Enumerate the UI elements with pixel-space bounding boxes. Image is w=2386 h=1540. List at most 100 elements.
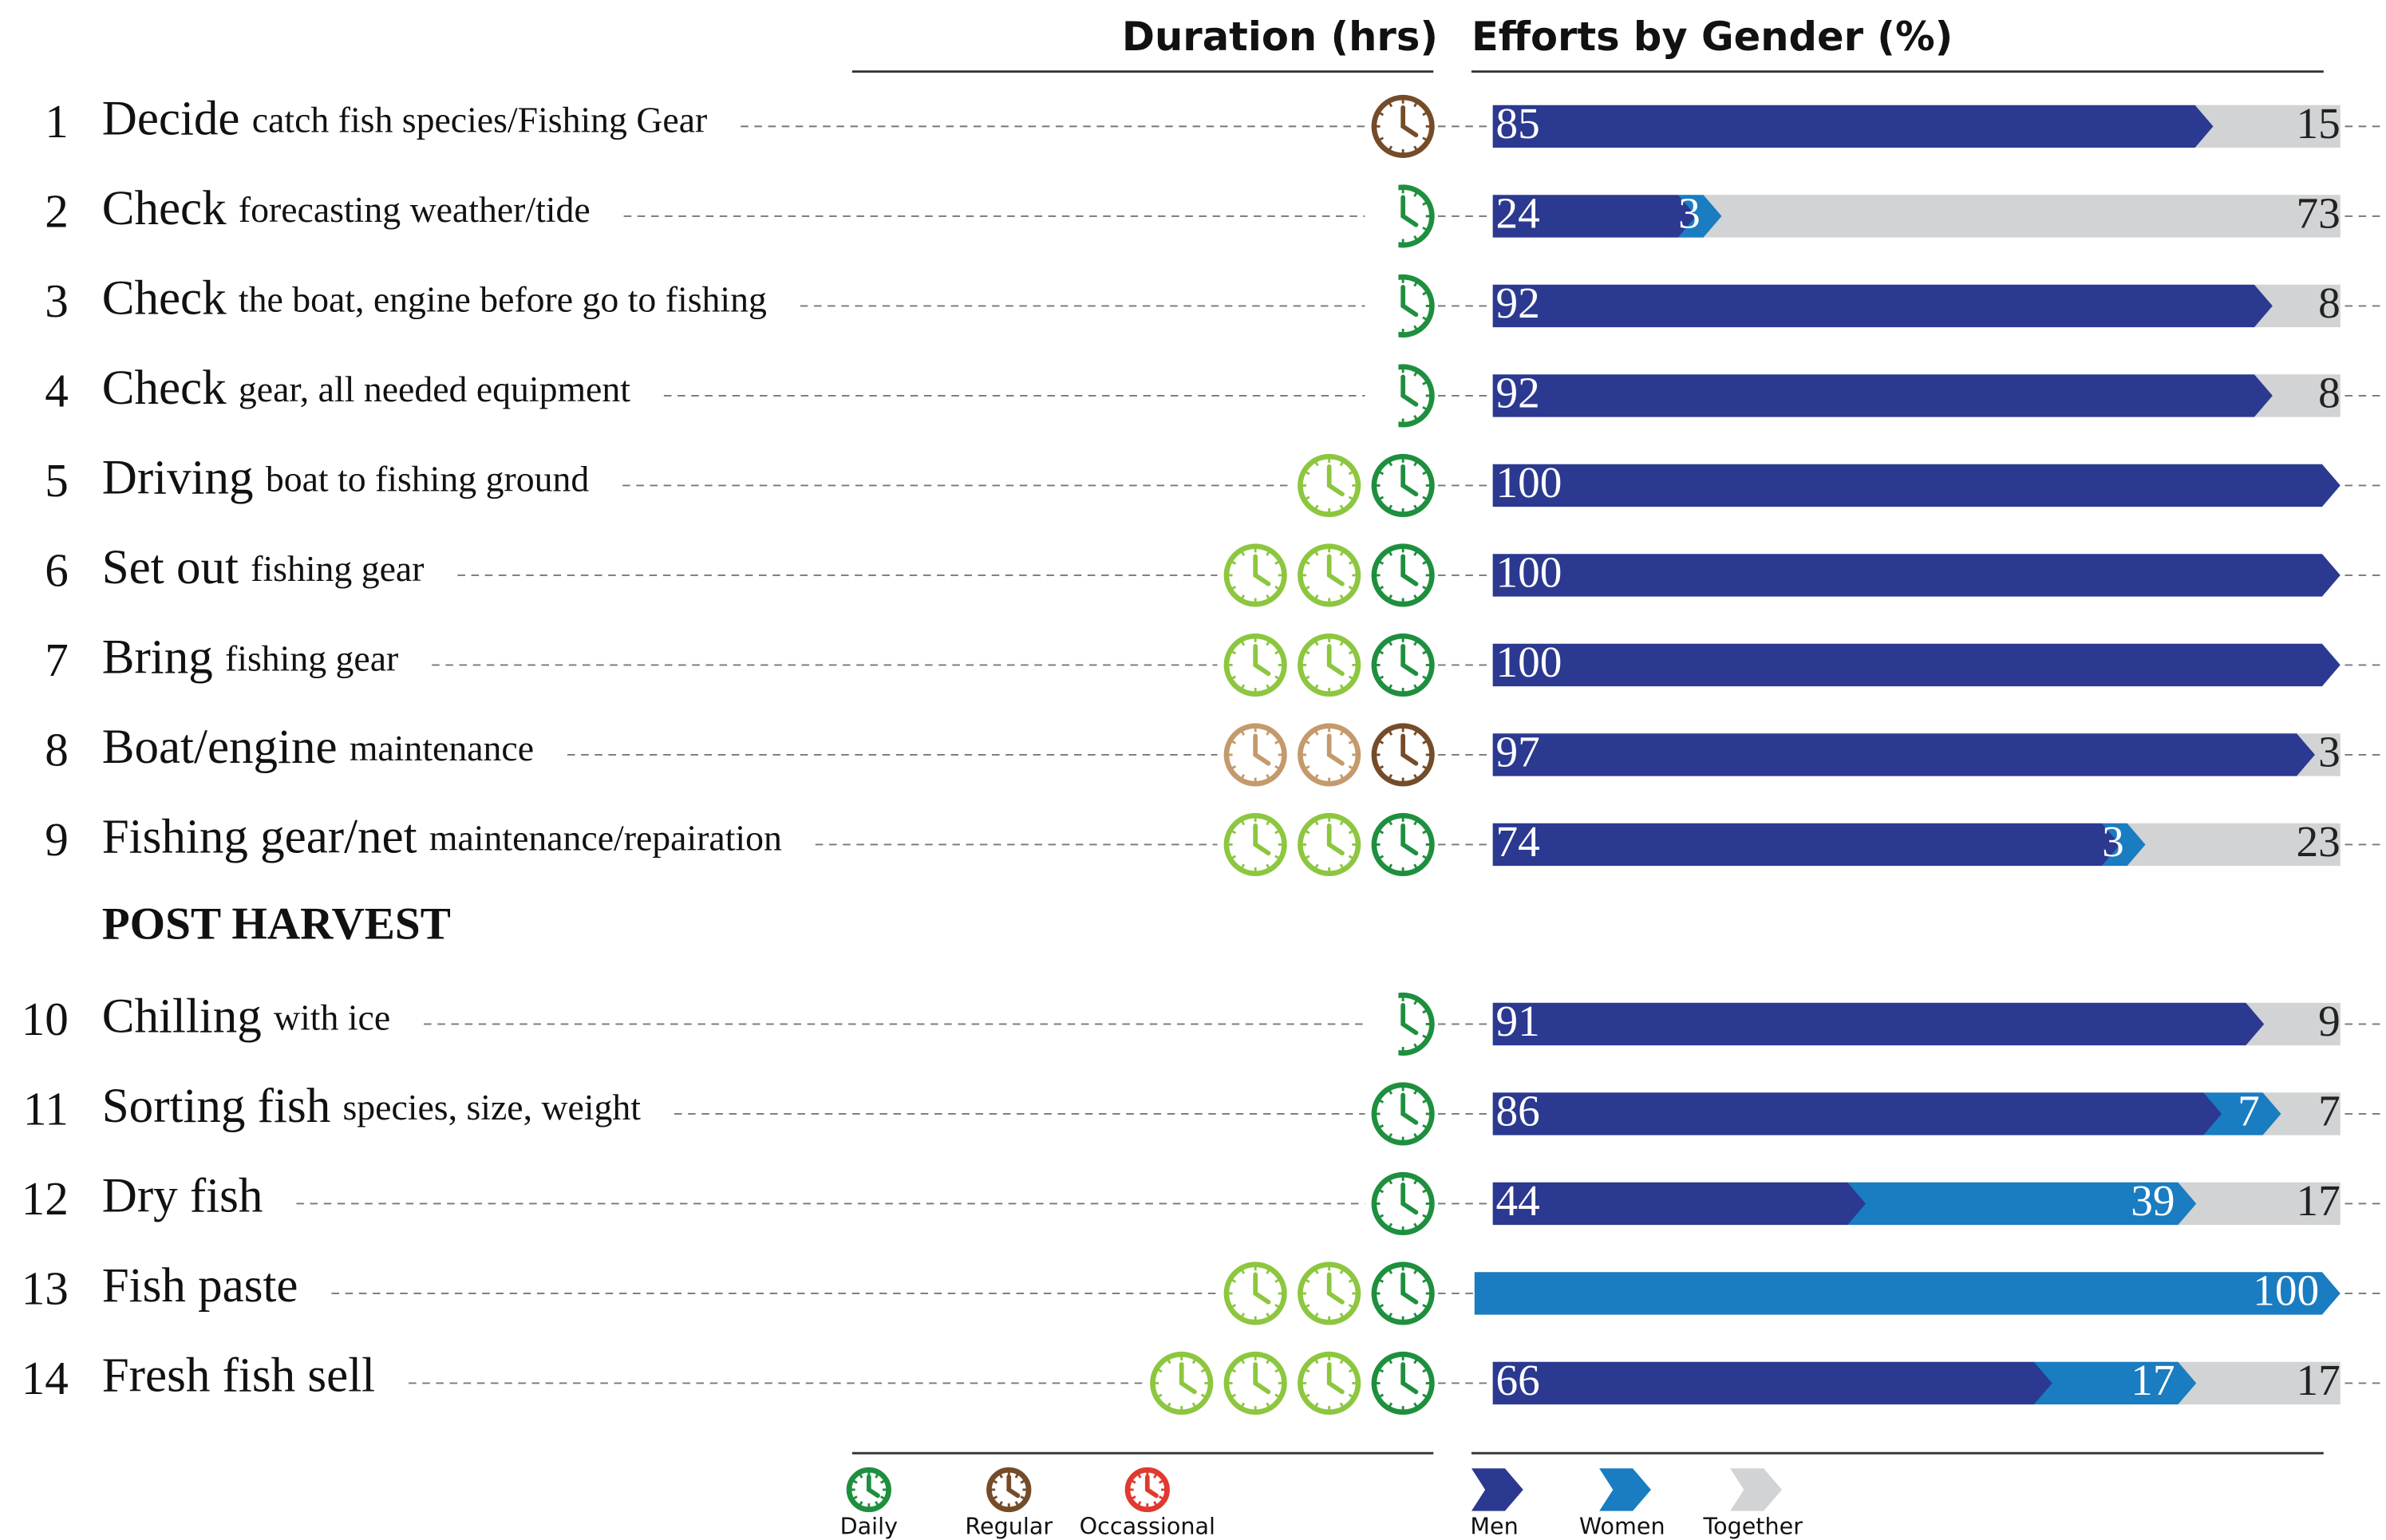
clock-tick xyxy=(1379,407,1383,409)
clock-tick xyxy=(1231,830,1237,835)
clock-tick xyxy=(1422,316,1428,321)
clock-tick xyxy=(1378,560,1385,565)
clock-tick xyxy=(1413,1402,1418,1408)
clock-tick xyxy=(1422,226,1428,231)
clock-tick xyxy=(1314,1402,1319,1408)
clock-tick xyxy=(1339,819,1345,826)
clock-tick xyxy=(1422,405,1428,411)
clock-tick xyxy=(1157,1393,1163,1398)
clock-tick xyxy=(852,1495,858,1500)
clock-tick xyxy=(1378,675,1385,680)
clock-tick xyxy=(1378,855,1385,859)
value-label: 74 xyxy=(1495,817,1539,866)
clock-tick xyxy=(1388,863,1393,869)
clock-tick xyxy=(1388,1089,1393,1095)
row-label: Boat/engine maintenance xyxy=(102,721,534,774)
clock-tick xyxy=(1240,594,1246,600)
clock-tick xyxy=(1413,1359,1418,1364)
clock-face xyxy=(1398,364,1435,428)
clock-tick xyxy=(1378,111,1385,116)
value-label: 92 xyxy=(1495,369,1539,417)
row-label: Fish paste xyxy=(102,1259,298,1313)
row-number: 9 xyxy=(45,813,69,866)
clock-tick xyxy=(1348,496,1354,500)
clock-hands xyxy=(1326,733,1345,766)
clock-hands xyxy=(1326,1272,1345,1305)
clock-tick xyxy=(1314,863,1319,869)
clock-tick xyxy=(1413,460,1418,467)
clock-tick xyxy=(1388,1179,1393,1185)
duration-clocks xyxy=(1371,1171,1435,1236)
clock-tick xyxy=(1158,1479,1164,1484)
bar-segment xyxy=(2194,105,2341,148)
value-label: 97 xyxy=(1495,728,1539,776)
clock-hands xyxy=(1326,1362,1345,1395)
clock-tick xyxy=(852,1479,858,1484)
clock-tick xyxy=(859,1473,863,1479)
clock-tick xyxy=(1274,1278,1280,1283)
clock-part xyxy=(1398,184,1435,248)
clock-tick xyxy=(1314,594,1319,600)
clock-tick xyxy=(1422,1009,1428,1014)
clock-tick xyxy=(1305,496,1310,500)
clock-tick xyxy=(1137,1473,1142,1479)
row-number: 12 xyxy=(22,1172,69,1225)
clock-tick xyxy=(859,1501,863,1506)
clock-tick xyxy=(1305,560,1310,565)
clock-tick xyxy=(1413,730,1418,736)
task-detail: fishing gear xyxy=(225,638,398,678)
clock-tick xyxy=(1131,1479,1136,1484)
clock-tick xyxy=(1422,136,1428,141)
clock-tick xyxy=(1348,585,1354,590)
clock-hands xyxy=(1253,644,1271,677)
clock-tick xyxy=(1348,471,1354,476)
clock-tick xyxy=(1339,594,1345,600)
bar-segment xyxy=(1492,554,2341,597)
duration-clocks xyxy=(1223,1262,1435,1325)
task-detail: catch fish species/Fishing Gear xyxy=(252,99,707,140)
task-name: Fishing gear/net xyxy=(102,811,417,864)
bar-segment xyxy=(1703,195,2341,238)
clock-tick xyxy=(1388,1313,1393,1318)
clock-tick xyxy=(1413,145,1418,151)
clock-tick xyxy=(992,1479,998,1484)
clock-tick xyxy=(1413,1179,1418,1185)
clock-tick xyxy=(1378,1214,1385,1218)
clock-tick xyxy=(1422,496,1428,500)
clock-tick xyxy=(1348,650,1354,655)
clock-tick xyxy=(1200,1393,1207,1398)
clock-part xyxy=(1379,364,1435,428)
clock-tick xyxy=(1240,819,1246,826)
clock-tick xyxy=(998,1473,1003,1479)
value-label: 92 xyxy=(1495,278,1539,327)
value-label: 85 xyxy=(1495,99,1539,148)
clock-tick xyxy=(1266,863,1270,869)
clock-tick xyxy=(1388,1402,1393,1408)
clock-tick xyxy=(1379,1036,1383,1038)
clock-tick xyxy=(1388,460,1393,467)
clock-tick xyxy=(1422,1034,1428,1039)
legend-label: Together xyxy=(1702,1513,1803,1540)
clock-tick xyxy=(1314,640,1319,646)
clock-tick xyxy=(1413,371,1418,377)
task-name: Set out xyxy=(102,541,239,594)
clock-hands xyxy=(1400,554,1419,586)
clock-tick xyxy=(1348,855,1354,859)
legend-swatch xyxy=(1471,1468,1523,1511)
clock-hands xyxy=(1253,554,1271,586)
clock-tick xyxy=(1422,675,1428,680)
clock-tick xyxy=(1413,1133,1418,1139)
clock-tick xyxy=(1305,764,1310,770)
clock-tick xyxy=(1231,764,1237,770)
clock-tick xyxy=(1413,414,1418,421)
clock-tick xyxy=(1305,1278,1310,1283)
clock-tick xyxy=(1388,773,1393,780)
value-label: 7 xyxy=(2318,1087,2341,1135)
clock-tick xyxy=(1314,730,1319,736)
clock-tick xyxy=(1422,560,1428,565)
legend-swatch xyxy=(1599,1468,1651,1511)
bar-segment xyxy=(2033,1361,2197,1405)
clock-tick xyxy=(1422,585,1428,590)
clock-tick xyxy=(1231,1368,1237,1373)
bar-segment xyxy=(2178,1182,2341,1226)
